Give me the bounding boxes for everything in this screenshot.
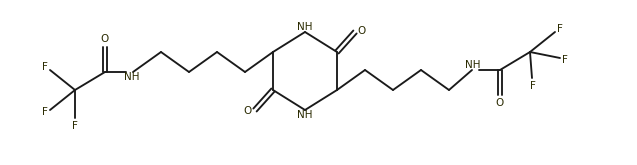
Text: O: O [358,26,366,36]
Text: NH: NH [297,110,313,120]
Text: O: O [244,106,252,116]
Text: F: F [42,62,48,72]
Text: O: O [496,98,504,108]
Text: F: F [72,121,78,131]
Text: F: F [42,107,48,117]
Text: F: F [562,55,568,65]
Text: NH: NH [465,60,481,70]
Text: O: O [101,34,109,44]
Text: NH: NH [124,72,140,82]
Text: NH: NH [297,22,313,32]
Text: F: F [557,24,563,34]
Text: F: F [530,81,536,91]
